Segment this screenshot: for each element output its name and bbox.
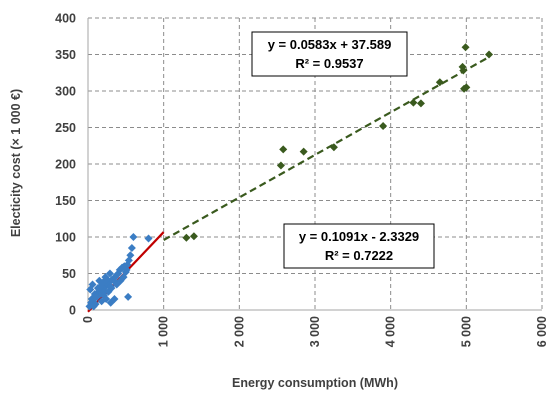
y-tick-label: 300 bbox=[55, 85, 76, 99]
series-1-point bbox=[144, 234, 153, 243]
x-tick-label: 5 000 bbox=[459, 316, 473, 347]
series-1-point bbox=[110, 295, 119, 304]
x-tick-label: 1 000 bbox=[157, 316, 171, 347]
x-tick-label: 3 000 bbox=[308, 316, 322, 347]
series-1-point bbox=[107, 284, 116, 293]
series-2-point bbox=[279, 145, 288, 154]
series-1-point bbox=[122, 265, 131, 274]
series-2-point bbox=[299, 147, 308, 156]
x-tick-label: 2 000 bbox=[232, 316, 246, 347]
axes bbox=[87, 18, 542, 311]
y-tick-label: 400 bbox=[55, 12, 76, 26]
series-2-point bbox=[189, 232, 198, 241]
series-1-point bbox=[120, 262, 129, 271]
x-axis-title: Energy consumption (MWh) bbox=[232, 376, 398, 390]
trendline-2-equation: y = 0.0583x + 37.589 bbox=[268, 37, 392, 52]
series-1-point bbox=[124, 292, 133, 301]
y-tick-label: 0 bbox=[69, 304, 76, 318]
series-2-point bbox=[276, 161, 285, 170]
x-tick-labels: 0 1 000 2 000 3 000 4 000 5 000 6 000 bbox=[81, 316, 549, 347]
y-tick-label: 150 bbox=[55, 194, 76, 208]
x-tick-label: 6 000 bbox=[535, 316, 549, 347]
series-1-point bbox=[92, 292, 101, 301]
series-2-point bbox=[435, 78, 444, 87]
series-1-point bbox=[88, 280, 97, 289]
y-axis-title: Electicity cost (× 1 000 €) bbox=[9, 89, 23, 237]
y-tick-label: 200 bbox=[55, 158, 76, 172]
trendline-1-equation: y = 0.1091x - 2.3329 bbox=[299, 229, 419, 244]
data-points bbox=[85, 43, 494, 311]
series-1-point bbox=[129, 233, 138, 241]
trendlines bbox=[87, 56, 490, 313]
series-1-point bbox=[89, 302, 98, 311]
series-1-point bbox=[96, 282, 105, 291]
y-tick-label: 250 bbox=[55, 121, 76, 135]
series-2-point bbox=[182, 233, 191, 242]
series-1-point bbox=[101, 273, 110, 282]
trendline-2 bbox=[163, 56, 490, 241]
series-1-point bbox=[105, 269, 114, 278]
y-tick-label: 50 bbox=[62, 267, 76, 281]
x-tick-label: 4 000 bbox=[384, 316, 398, 347]
series-2-point bbox=[416, 99, 425, 108]
series-2-point bbox=[459, 66, 468, 75]
series-2-point bbox=[462, 83, 471, 92]
y-tick-labels: 0 50 100 150 200 250 300 350 400 bbox=[55, 12, 76, 318]
x-tick-label: 0 bbox=[81, 316, 95, 323]
trendline-1-r2: R² = 0.7222 bbox=[325, 248, 393, 263]
y-tick-label: 350 bbox=[55, 48, 76, 62]
trendline-1-label-box: y = 0.1091x - 2.3329 R² = 0.7222 bbox=[283, 223, 435, 269]
y-tick-label: 100 bbox=[55, 231, 76, 245]
trendline-2-r2: R² = 0.9537 bbox=[295, 56, 363, 71]
series-1-point bbox=[127, 243, 136, 252]
series-2-point bbox=[461, 43, 470, 52]
series-2-point bbox=[379, 122, 388, 131]
series-1-point bbox=[126, 251, 135, 260]
series-2-point bbox=[329, 143, 338, 152]
series-2-point bbox=[409, 98, 418, 107]
series-2-point bbox=[485, 50, 494, 59]
series-1-point bbox=[119, 273, 128, 282]
trendline-2-label-box: y = 0.0583x + 37.589 R² = 0.9537 bbox=[251, 31, 408, 77]
series-1-point bbox=[102, 295, 111, 304]
